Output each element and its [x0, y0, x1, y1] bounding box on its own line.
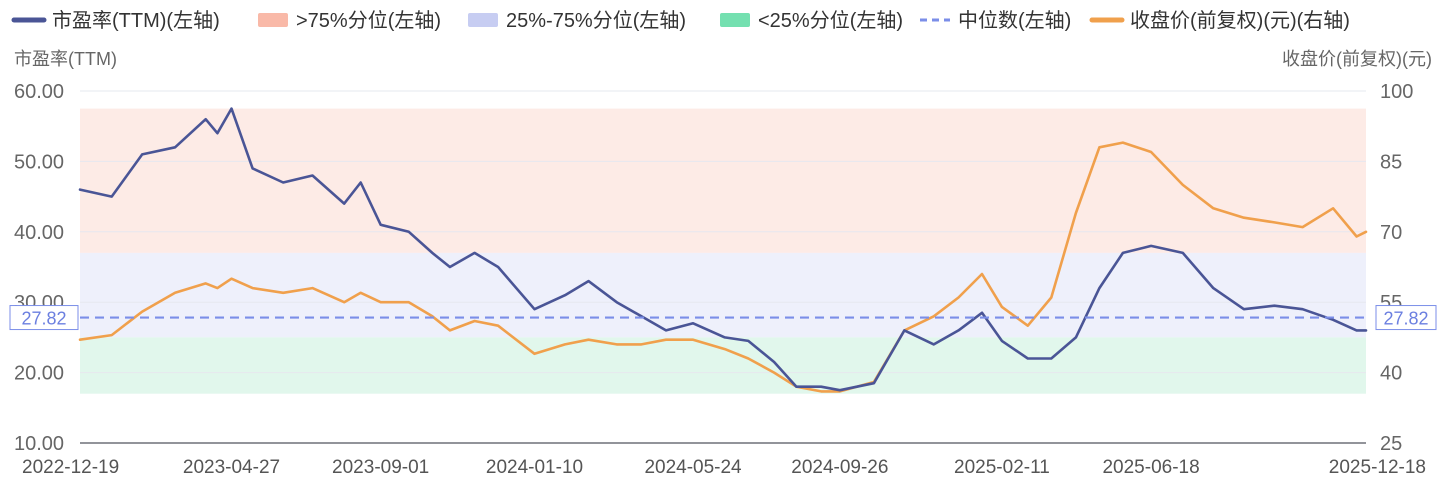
- x-tick-label: 2023-09-01: [332, 457, 429, 478]
- legend-item-median[interactable]: 中位数(左轴): [920, 9, 1071, 32]
- right-tick-label: 100: [1380, 81, 1413, 103]
- legend-label-below25: <25%分位(左轴): [758, 9, 903, 32]
- right-tick-label: 40: [1380, 363, 1402, 385]
- x-tick-label: 2024-05-24: [644, 457, 742, 478]
- x-tick-label: 2025-06-18: [1102, 457, 1199, 478]
- percentile-bands: [80, 108, 1366, 394]
- legend-label-above75: >75%分位(左轴): [296, 9, 441, 32]
- left-tick-label: 50.00: [14, 151, 64, 173]
- legend-item-below25[interactable]: <25%分位(左轴): [720, 9, 903, 32]
- median-label-right: 27.82: [1375, 305, 1437, 331]
- legend: 市盈率(TTM)(左轴) >75%分位(左轴) 25%-75%分位(左轴) <25%分…: [11, 9, 1350, 32]
- legend-label-price: 收盘价(前复权)(元)(右轴): [1130, 9, 1350, 32]
- median-label-box: [9, 305, 79, 331]
- legend-swatch-mid: [468, 13, 498, 27]
- right-axis-title: 收盘价(前复权)(元): [1282, 49, 1432, 69]
- x-tick-label: 2024-09-26: [791, 457, 888, 478]
- x-tick-label: 2025-12-18: [1329, 457, 1426, 478]
- legend-item-mid[interactable]: 25%-75%分位(左轴): [468, 9, 686, 32]
- pe-ttm-line: [78, 107, 1368, 392]
- grid-lines: [80, 90, 1366, 444]
- x-tick-label: 2025-02-11: [954, 457, 1050, 478]
- x-tick-label: 2023-04-27: [183, 457, 280, 478]
- median-label-text: 27.82: [1383, 309, 1428, 329]
- band-below25: [80, 337, 1366, 394]
- right-tick-label: 70: [1380, 222, 1402, 244]
- median-label-box: [1375, 305, 1437, 331]
- median-label-left: 27.82: [9, 305, 79, 331]
- legend-label-mid: 25%-75%分位(左轴): [506, 9, 686, 32]
- legend-item-pe[interactable]: 市盈率(TTM)(左轴): [11, 9, 220, 32]
- band-above75: [80, 108, 1366, 253]
- x-axis-ticks: 2022-12-19 2023-04-27 2023-09-01 2024-01-10…: [22, 457, 1426, 478]
- series-lines: [78, 107, 1368, 393]
- median-label-text: 27.82: [21, 309, 66, 329]
- legend-label-median: 中位数(左轴): [958, 9, 1071, 32]
- legend-item-price[interactable]: 收盘价(前复权)(元)(右轴): [1089, 9, 1350, 32]
- legend-label-pe: 市盈率(TTM)(左轴): [52, 9, 220, 32]
- left-tick-label: 60.00: [14, 81, 64, 103]
- left-axis-title: 市盈率(TTM): [14, 49, 117, 69]
- median-line-group: 27.82 27.82: [9, 305, 1437, 331]
- left-tick-label: 10.00: [14, 433, 64, 455]
- legend-item-above75[interactable]: >75%分位(左轴): [258, 9, 441, 32]
- band-mid: [80, 252, 1366, 338]
- close-price-line: [78, 141, 1368, 393]
- legend-swatch-below25: [720, 13, 750, 27]
- right-tick-label: 85: [1380, 151, 1402, 173]
- legend-swatch-above75: [258, 13, 288, 27]
- left-tick-label: 20.00: [14, 363, 64, 385]
- x-tick-label: 2024-01-10: [486, 457, 583, 478]
- right-tick-label: 25: [1380, 433, 1402, 455]
- x-tick-label: 2022-12-19: [22, 457, 119, 478]
- left-tick-label: 40.00: [14, 222, 64, 244]
